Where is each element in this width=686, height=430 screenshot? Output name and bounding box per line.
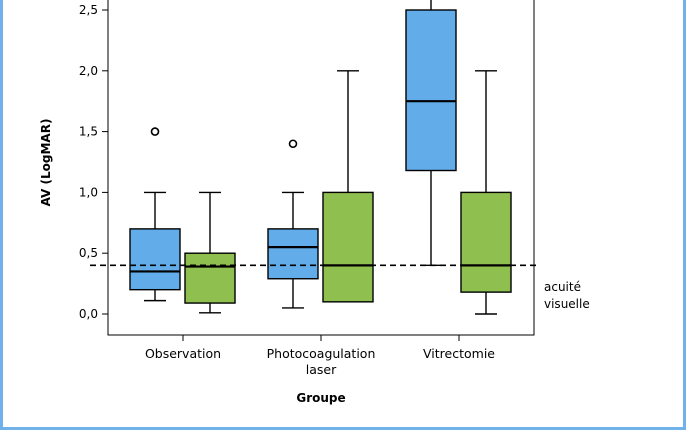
y-tick-label: 2,5 bbox=[79, 3, 98, 17]
box-2-1 bbox=[460, 70, 512, 315]
y-tick-label: 2,0 bbox=[79, 64, 98, 78]
x-axis: Observation Photocoagulation laser Vitrecto… bbox=[145, 335, 495, 377]
box-0-0 bbox=[129, 127, 181, 302]
box-body bbox=[460, 191, 512, 293]
x-tick-label-line: Vitrectomie bbox=[423, 346, 495, 361]
box-body bbox=[267, 228, 319, 280]
y-tick-label: 0,5 bbox=[79, 246, 98, 260]
x-tick-label-line: Observation bbox=[145, 346, 221, 361]
outlier-point bbox=[150, 127, 160, 136]
y-tick-label: 1,5 bbox=[79, 125, 98, 139]
reference-line-label-text: visuelle bbox=[544, 297, 590, 311]
outlier-point bbox=[288, 139, 298, 149]
y-axis-title: AV (LogMAR) bbox=[39, 119, 53, 207]
x-axis-title: Groupe bbox=[296, 391, 345, 405]
x-tick-label: Photocoagulation laser bbox=[267, 346, 376, 377]
x-tick-label-line: laser bbox=[306, 362, 337, 377]
y-tick-label: 1,0 bbox=[79, 185, 98, 199]
reference-line-label: acuité visuelle bbox=[544, 280, 590, 311]
box-body bbox=[405, 9, 457, 172]
box-0-1 bbox=[184, 191, 236, 314]
x-tick-label-line: Photocoagulation bbox=[267, 346, 376, 361]
y-axis: 0,0 0,5 1,0 1,5 2,0 2,5 bbox=[79, 3, 108, 321]
boxes bbox=[129, 0, 512, 315]
reference-line-label-text: acuité bbox=[544, 280, 581, 294]
box-body bbox=[322, 191, 374, 303]
box-1-1 bbox=[322, 70, 374, 303]
box-body bbox=[129, 228, 181, 291]
box-2-0 bbox=[405, 0, 457, 267]
x-tick-label: Vitrectomie bbox=[423, 346, 495, 361]
y-tick-label: 0,0 bbox=[79, 307, 98, 321]
x-tick-label: Observation bbox=[145, 346, 221, 361]
box-body bbox=[184, 252, 236, 304]
box-1-0 bbox=[267, 139, 319, 309]
